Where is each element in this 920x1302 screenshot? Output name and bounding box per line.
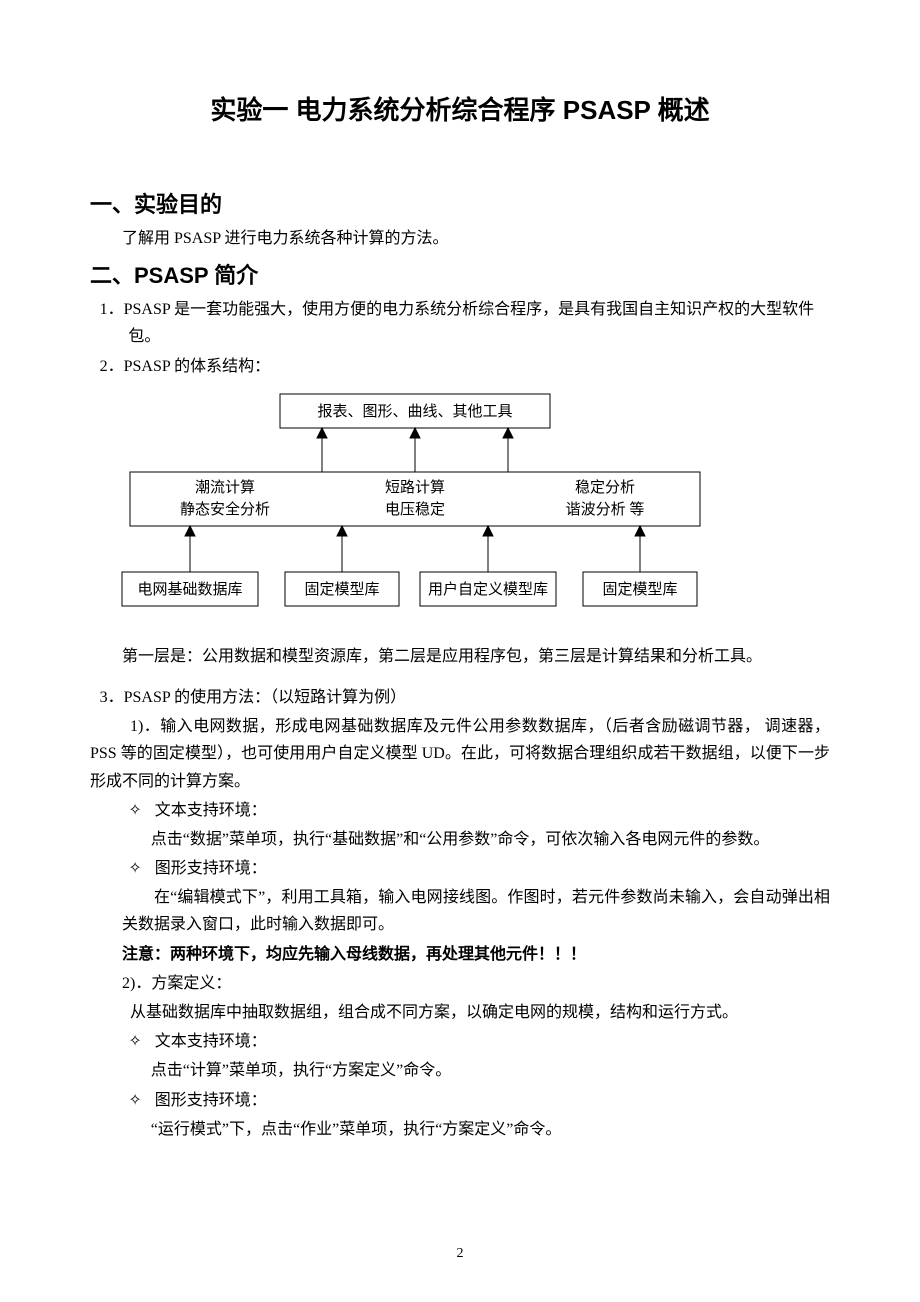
step-2-bullet-2-body: “运行模式”下，点击“作业”菜单项，执行“方案定义”命令。 xyxy=(151,1116,830,1143)
diagram-mid-c2l1: 短路计算 xyxy=(385,478,445,496)
section-1-heading: 一、实验目的 xyxy=(90,187,830,219)
diagram-bottom-b4: 固定模型库 xyxy=(602,581,677,598)
diagram-mid-c3l1: 稳定分析 xyxy=(575,479,635,496)
section-2-item-1: 1．PSASP 是一套功能强大，使用方便的电力系统分析综合程序，是具有我国自主知… xyxy=(90,296,830,350)
step-1-bullet-1-head: ✧ 文本支持环境： xyxy=(90,797,830,824)
diamond-icon: ✧ xyxy=(128,855,150,882)
step-1-paragraph: 1)．输入电网数据，形成电网基础数据库及元件公用参数数据库，（后者含励磁调节器，… xyxy=(90,713,830,795)
step-1-bullet-2-body: 在“编辑模式下”，利用工具箱，输入电网接线图。作图时，若元件参数尚未输入，会自动… xyxy=(122,884,830,938)
diagram-mid-c2l2: 电压稳定 xyxy=(385,501,445,518)
step-2-head: 2)．方案定义： xyxy=(122,970,830,997)
step-2-bullet-1-body: 点击“计算”菜单项，执行“方案定义”命令。 xyxy=(151,1057,830,1084)
step-2-bullet-2-head: ✧ 图形支持环境： xyxy=(90,1087,830,1114)
step-2-bullet-1-head: ✧ 文本支持环境： xyxy=(90,1028,830,1055)
step-1-bullet-2-head: ✧ 图形支持环境： xyxy=(90,855,830,882)
section-1-paragraph: 了解用 PSASP 进行电力系统各种计算的方法。 xyxy=(90,225,830,252)
layers-paragraph: 第一层是：公用数据和模型资源库，第二层是应用程序包，第三层是计算结果和分析工具。 xyxy=(90,643,830,670)
diagram-bottom-b3: 用户自定义模型库 xyxy=(428,581,548,598)
step-1-bullet-2-title: 图形支持环境： xyxy=(155,860,267,877)
page-title: 实验一 电力系统分析综合程序 PSASP 概述 xyxy=(90,90,830,127)
diamond-icon: ✧ xyxy=(128,1028,150,1055)
diamond-icon: ✧ xyxy=(128,1087,150,1114)
step-2-bullet-2-title: 图形支持环境： xyxy=(155,1092,267,1109)
step-1-bullet-1-title: 文本支持环境： xyxy=(155,802,267,819)
document-page: 实验一 电力系统分析综合程序 PSASP 概述 一、实验目的 了解用 PSASP… xyxy=(0,0,920,1302)
page-number: 2 xyxy=(0,1246,920,1262)
diagram-bottom-b2: 固定模型库 xyxy=(304,581,379,598)
section-2-item-2: 2．PSASP 的体系结构： xyxy=(90,353,830,380)
diagram-mid-c1l2: 静态安全分析 xyxy=(180,500,270,518)
diagram-top-label: 报表、图形、曲线、其他工具 xyxy=(317,403,512,420)
step-1-bullet-1-body: 点击“数据”菜单项，执行“基础数据”和“公用参数”命令，可依次输入各电网元件的参… xyxy=(151,826,830,853)
note-paragraph: 注意：两种环境下，均应先输入母线数据，再处理其他元件！！！ xyxy=(122,941,830,968)
diagram-mid-c3l2: 谐波分析 等 xyxy=(566,500,645,518)
architecture-diagram: 报表、图形、曲线、其他工具 潮流计算 静态安全分析 短路计算 电压稳定 稳定分析… xyxy=(90,392,710,622)
step-2-bullet-1-title: 文本支持环境： xyxy=(155,1033,267,1050)
diagram-mid-c1l1: 潮流计算 xyxy=(195,478,255,496)
section-2-item-3: 3．PSASP 的使用方法：（以短路计算为例） xyxy=(90,684,830,711)
diamond-icon: ✧ xyxy=(128,797,150,824)
step-2-body: 从基础数据库中抽取数据组，组合成不同方案，以确定电网的规模，结构和运行方式。 xyxy=(90,999,830,1026)
diagram-bottom-b1: 电网基础数据库 xyxy=(137,581,242,598)
section-2-heading: 二、PSASP 简介 xyxy=(90,258,830,290)
